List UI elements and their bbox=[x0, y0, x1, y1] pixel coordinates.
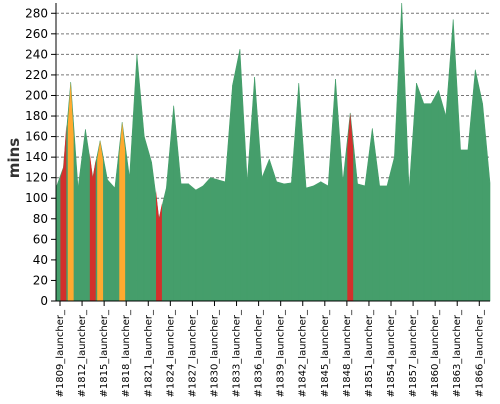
area-segment bbox=[246, 76, 255, 302]
area-segment bbox=[261, 159, 270, 302]
x-tick-label: #1827_launcher_ bbox=[187, 309, 198, 398]
area-segment bbox=[239, 49, 248, 302]
area-segment bbox=[180, 183, 189, 302]
x-tick-label: #1842_launcher_ bbox=[298, 309, 309, 398]
x-tick-label: #1809_launcher_ bbox=[55, 309, 66, 398]
area-segment bbox=[210, 177, 219, 302]
area-segment bbox=[232, 49, 241, 302]
y-tick-label: 40 bbox=[33, 253, 48, 267]
area-segment bbox=[482, 103, 491, 302]
x-tick-label: #1848_launcher_ bbox=[342, 309, 353, 398]
area-segment bbox=[166, 105, 174, 302]
x-tick-label: #1815_launcher_ bbox=[99, 309, 110, 398]
x-tick-label: #1845_launcher_ bbox=[320, 309, 331, 398]
area-segment bbox=[438, 90, 447, 302]
y-tick-label: 200 bbox=[25, 88, 48, 102]
area-segment bbox=[202, 176, 211, 302]
y-tick-label: 180 bbox=[25, 109, 48, 123]
area-segment bbox=[195, 185, 204, 302]
area-segment bbox=[460, 149, 469, 302]
y-tick-label: 0 bbox=[40, 294, 48, 308]
x-tick-label: #1836_launcher_ bbox=[254, 309, 265, 398]
axes bbox=[55, 3, 490, 302]
area-segment bbox=[254, 76, 263, 302]
x-tick-label: #1863_launcher_ bbox=[452, 309, 463, 398]
build-unstable-mark bbox=[119, 122, 126, 301]
build-unstable-mark bbox=[67, 82, 74, 301]
area-segment bbox=[269, 159, 277, 302]
y-tick-label: 240 bbox=[25, 47, 48, 61]
area-segment bbox=[107, 178, 116, 302]
area-segment bbox=[224, 85, 233, 302]
x-tick-label: #1824_launcher_ bbox=[165, 309, 176, 398]
y-tick-label: 120 bbox=[25, 171, 48, 185]
x-tick-label: #1830_launcher_ bbox=[209, 309, 220, 398]
area-segment bbox=[305, 185, 314, 302]
area-segment bbox=[188, 183, 197, 302]
area-segment bbox=[143, 136, 152, 302]
build-failure-mark bbox=[60, 124, 67, 301]
area-segment bbox=[467, 69, 476, 302]
y-tick-label: 280 bbox=[25, 6, 48, 20]
area-segment bbox=[136, 54, 145, 302]
area-segment bbox=[423, 103, 432, 302]
area-segment bbox=[217, 179, 226, 302]
area-segment bbox=[77, 129, 86, 302]
build-unstable-mark bbox=[97, 140, 104, 301]
y-tick-labels: 0 20 40 60 80 100 120 140 160 180 200 220 240 260 280 bbox=[25, 6, 56, 308]
area-segment bbox=[386, 157, 395, 302]
area-segment bbox=[276, 181, 285, 302]
x-tick-label: #1851_launcher_ bbox=[364, 309, 375, 398]
y-tick-label: 160 bbox=[25, 130, 48, 144]
area-segment bbox=[335, 79, 344, 302]
x-tick-label: #1854_launcher_ bbox=[386, 309, 397, 398]
y-tick-label: 220 bbox=[25, 68, 48, 82]
x-tick-label: #1821_launcher_ bbox=[143, 309, 154, 398]
build-failure-mark bbox=[89, 153, 96, 301]
x-tick-label: #1839_launcher_ bbox=[276, 309, 287, 398]
area-segment bbox=[394, 2, 403, 302]
area-segment bbox=[416, 83, 425, 302]
area-segment bbox=[401, 2, 410, 302]
area-segment bbox=[430, 90, 439, 302]
build-failure-mark bbox=[156, 190, 162, 301]
duration-areas bbox=[55, 2, 491, 302]
y-tick-label: 140 bbox=[25, 150, 48, 164]
area-segment bbox=[283, 182, 292, 302]
build-failure-mark bbox=[347, 112, 354, 301]
y-tick-label: 20 bbox=[33, 273, 48, 287]
x-tick-label: #1860_launcher_ bbox=[430, 309, 441, 398]
area-segment bbox=[452, 19, 461, 302]
x-tick-label: #1818_launcher_ bbox=[121, 309, 132, 398]
y-tick-label: 80 bbox=[33, 212, 48, 226]
area-segment bbox=[357, 183, 366, 302]
area-segment bbox=[445, 19, 454, 302]
area-segment bbox=[327, 79, 336, 302]
area-segment bbox=[129, 54, 138, 302]
x-tick-label: #1866_launcher_ bbox=[474, 309, 485, 398]
area-segment bbox=[379, 185, 388, 302]
area-segment bbox=[320, 181, 329, 302]
y-tick-label: 100 bbox=[25, 191, 48, 205]
area-segment bbox=[364, 128, 373, 302]
y-tick-label: 60 bbox=[33, 232, 48, 246]
area-segment bbox=[372, 128, 380, 302]
y-axis-title: mins bbox=[5, 138, 23, 178]
x-tick-label: #1812_launcher_ bbox=[77, 309, 88, 398]
area-segment bbox=[313, 181, 322, 302]
y-tick-label: 260 bbox=[25, 27, 48, 41]
x-tick-label: #1857_launcher_ bbox=[408, 309, 419, 398]
x-tick-labels: #1809_launcher_ #1812_launcher_ #1815_laun… bbox=[55, 301, 485, 398]
area-segment bbox=[173, 105, 182, 302]
x-tick-label: #1833_launcher_ bbox=[232, 309, 243, 398]
area-segment bbox=[474, 69, 483, 302]
